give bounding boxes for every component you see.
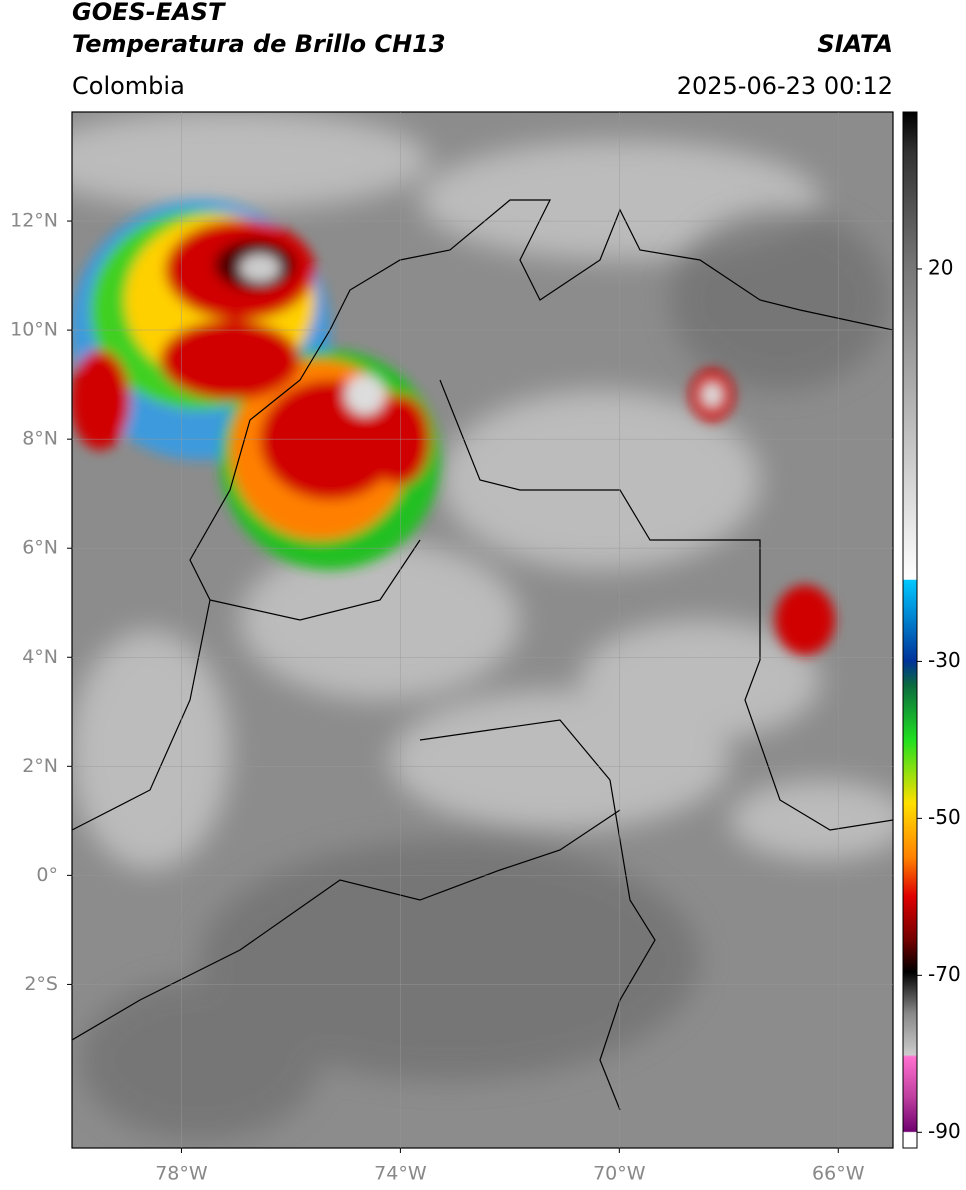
datetime: 2025-06-23 00:12: [676, 72, 893, 100]
title: GOES-EAST: [72, 0, 225, 26]
colorbar-tick-label: -50: [928, 805, 961, 829]
colorbar-tick-label: -90: [928, 1119, 961, 1143]
region: Colombia: [72, 72, 185, 100]
y-tick-label: 2°N: [22, 755, 58, 777]
colorbar-tick-label: 20: [928, 255, 953, 279]
x-tick-label: 74°W: [374, 1163, 427, 1185]
x-tick-label: 70°W: [593, 1163, 646, 1185]
x-tick-label: 78°W: [155, 1163, 208, 1185]
y-tick-label: 12°N: [10, 210, 58, 232]
colorbar-tick-label: -30: [928, 648, 961, 672]
x-tick-label: 66°W: [812, 1163, 865, 1185]
y-tick-label: 0°: [36, 864, 58, 886]
subtitle: Temperatura de Brillo CH13: [72, 30, 446, 58]
colorbar: [902, 111, 918, 1149]
y-tick-label: 2°S: [24, 973, 58, 995]
y-tick-label: 10°N: [10, 319, 58, 341]
colorbar-tick-label: -70: [928, 962, 961, 986]
y-tick-label: 6°N: [22, 537, 58, 559]
y-tick-label: 4°N: [22, 646, 58, 668]
y-tick-label: 8°N: [22, 428, 58, 450]
map-frame: [71, 111, 894, 1149]
source: SIATA: [817, 30, 893, 58]
satellite-image: [72, 112, 893, 1148]
